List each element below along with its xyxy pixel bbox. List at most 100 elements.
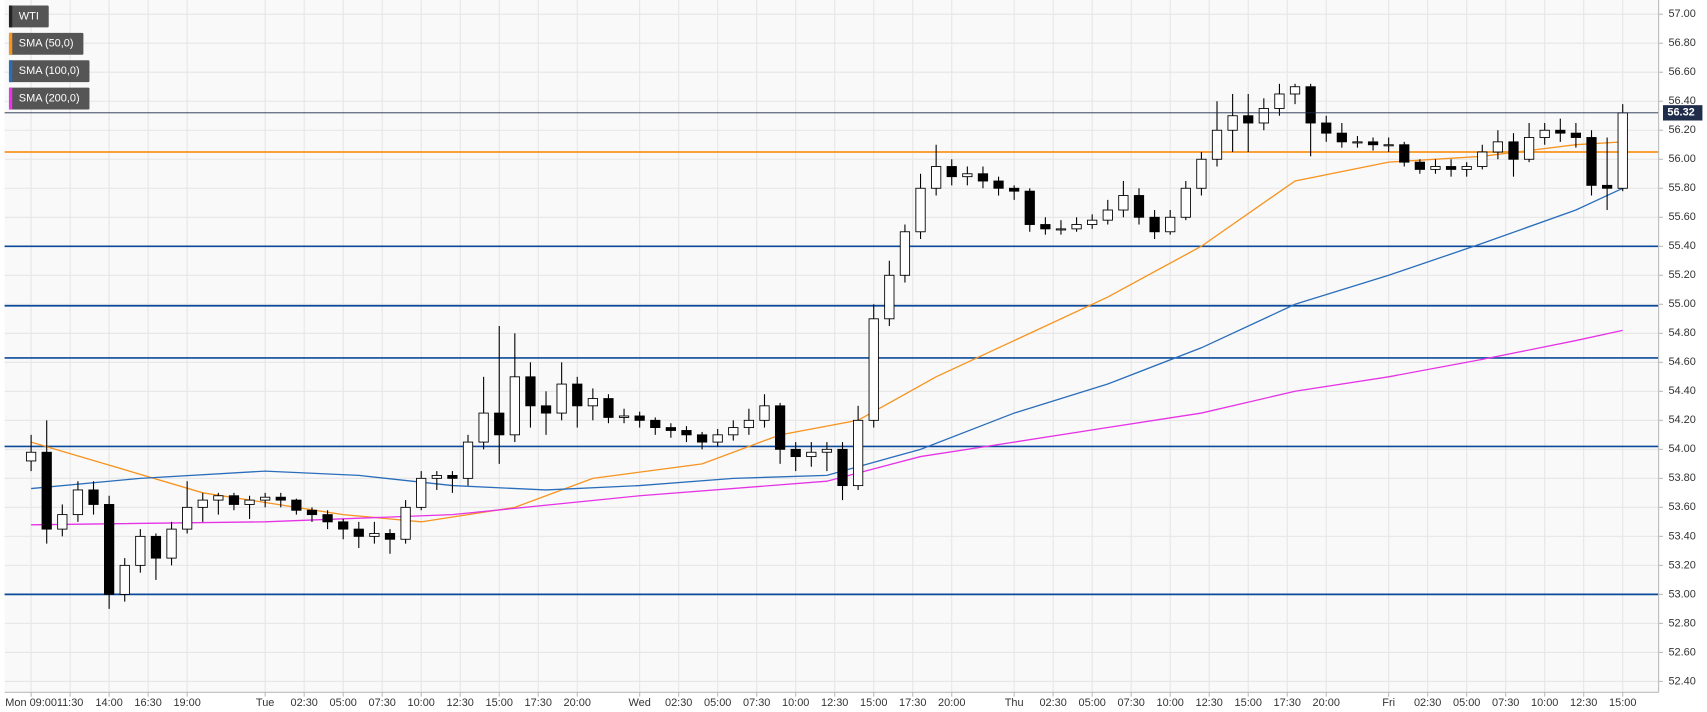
candle-body xyxy=(1367,141,1379,146)
candle-body xyxy=(899,231,911,276)
x-tick-label: Wed xyxy=(629,697,651,709)
candle-body xyxy=(369,533,380,537)
candle-body xyxy=(213,495,224,501)
candle-body xyxy=(150,535,162,559)
last-price-box xyxy=(1662,105,1703,121)
candle-body xyxy=(1570,132,1582,138)
y-tick-label: 56.60 xyxy=(1668,66,1695,78)
x-tick-label: Mon 09:00 xyxy=(5,697,57,709)
x-tick-label: 12:30 xyxy=(447,697,474,709)
candle-body xyxy=(57,514,68,530)
candle-body xyxy=(1336,132,1347,143)
candle-body xyxy=(1243,115,1254,124)
x-tick-label: 10:00 xyxy=(1157,697,1184,709)
candle-body xyxy=(931,166,942,189)
x-tick-label: 19:00 xyxy=(173,697,200,709)
legend-label: WTI xyxy=(19,10,39,22)
grid xyxy=(4,0,1659,693)
x-tick-label: 07:30 xyxy=(743,697,770,709)
x-tick-label: 15:00 xyxy=(860,697,887,709)
legend-swatch xyxy=(8,5,13,28)
candle-body xyxy=(1102,209,1113,221)
candle-body xyxy=(1539,129,1550,138)
y-tick-label: 53.20 xyxy=(1668,559,1695,571)
x-tick-label: Tue xyxy=(256,697,274,709)
legend-label: SMA (100,0) xyxy=(19,65,80,77)
x-tick-label: 10:00 xyxy=(782,697,809,709)
candle-body xyxy=(1508,141,1519,160)
x-tick-label: 12:30 xyxy=(1570,697,1597,709)
y-tick-label: 56.00 xyxy=(1668,153,1695,165)
candle-body xyxy=(1227,115,1238,131)
y-tick-label: 54.60 xyxy=(1668,356,1695,368)
sma-line xyxy=(31,329,1623,526)
candle-body xyxy=(712,434,723,443)
legend-item: WTI xyxy=(8,5,49,28)
legend-box xyxy=(8,5,49,28)
candle-body xyxy=(25,451,37,462)
candle-body xyxy=(1477,151,1488,167)
candle-body xyxy=(665,427,676,431)
y-tick-label: 55.60 xyxy=(1668,211,1695,223)
candle-body xyxy=(868,318,879,421)
x-tick-label: 10:00 xyxy=(408,697,435,709)
candle-body xyxy=(618,415,630,418)
candle-body xyxy=(260,496,271,501)
candle-body xyxy=(1165,216,1176,233)
candle-body xyxy=(852,419,864,487)
x-tick-label: 15:00 xyxy=(486,697,513,709)
legend-swatch xyxy=(8,87,13,110)
candle-body xyxy=(478,412,489,443)
x-tick-label: 14:00 xyxy=(95,697,122,709)
x-tick-label: 02:30 xyxy=(290,697,317,709)
candle-body xyxy=(416,477,427,508)
x-tick-label: 20:00 xyxy=(1313,697,1340,709)
y-tick-label: 56.80 xyxy=(1668,37,1695,49)
y-tick-label: 53.40 xyxy=(1668,530,1695,542)
candle-body xyxy=(1009,187,1020,192)
candle-body xyxy=(1133,195,1145,218)
candle-body xyxy=(1414,161,1425,170)
candle-body xyxy=(1555,129,1566,134)
legend: WTI SMA (50,0) SMA (100,0) SMA (200,0) xyxy=(8,5,90,110)
candle-body xyxy=(1149,216,1160,233)
y-tick-label: 55.20 xyxy=(1668,269,1695,281)
candle-body xyxy=(603,398,614,418)
candle-body xyxy=(275,496,286,501)
last-price-label: 56.32 xyxy=(1667,107,1694,119)
candle-body xyxy=(88,489,99,505)
x-tick-label: 11:30 xyxy=(57,697,84,709)
candle-body xyxy=(1180,187,1191,218)
candle-body xyxy=(353,528,364,537)
candle-body xyxy=(915,187,926,233)
candle-body xyxy=(1024,190,1035,225)
candle-body xyxy=(525,376,536,407)
y-tick-label: 56.20 xyxy=(1668,124,1695,136)
candle-body xyxy=(462,441,474,479)
legend-box xyxy=(8,32,84,55)
x-tick-label: 02:30 xyxy=(1039,697,1066,709)
candle-body xyxy=(1445,166,1457,170)
candle-body xyxy=(119,564,130,595)
x-tick-label: 16:30 xyxy=(134,697,161,709)
y-tick-label: 57.00 xyxy=(1668,8,1695,20)
x-tick-label: 10:00 xyxy=(1531,697,1558,709)
candle-body xyxy=(962,173,973,178)
candle-body xyxy=(993,180,1004,189)
candle-body xyxy=(1258,108,1269,124)
candle-body xyxy=(322,514,333,523)
legend-label: SMA (200,0) xyxy=(19,92,80,104)
y-tick-label: 54.00 xyxy=(1668,443,1695,455)
candle-body xyxy=(1523,137,1535,160)
x-tick-label: 07:30 xyxy=(1492,697,1519,709)
y-tick-label: 55.00 xyxy=(1668,298,1695,310)
x-tick-label: 17:30 xyxy=(899,697,926,709)
candle-body xyxy=(1040,224,1051,230)
candle-body xyxy=(228,495,240,505)
plot-background xyxy=(4,0,1659,693)
candle-body xyxy=(1399,144,1410,163)
candle-body xyxy=(1586,137,1597,186)
y-tick-label: 54.40 xyxy=(1668,385,1695,397)
y-tick-label: 53.00 xyxy=(1668,588,1695,600)
candle-body xyxy=(1274,93,1285,109)
